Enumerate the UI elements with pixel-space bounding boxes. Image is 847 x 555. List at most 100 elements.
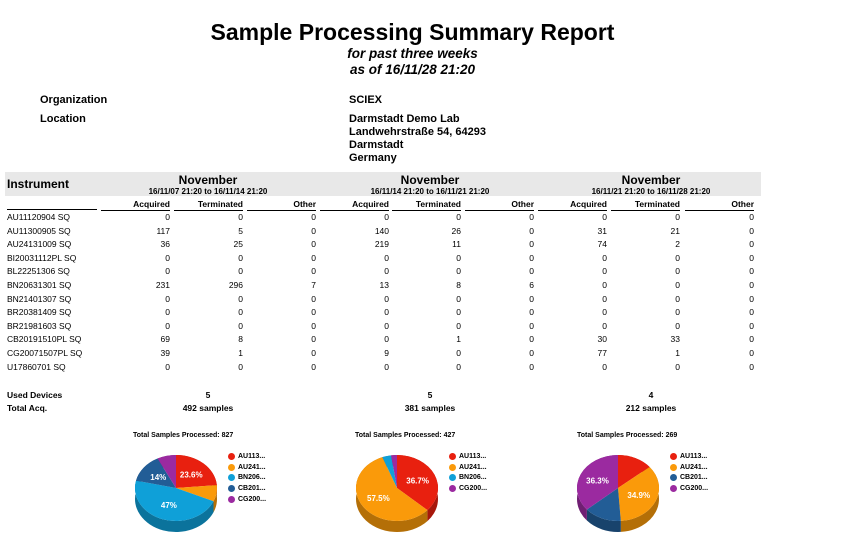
legend-swatch [670,484,677,492]
location-line: Darmstadt [349,139,404,151]
table-header-band [5,172,761,196]
table-cell: 0 [602,361,607,372]
table-cell: 36 [160,239,170,250]
legend-swatch [449,484,456,492]
pie-slice-side [356,457,428,532]
legend-item[interactable]: AU241... [228,462,266,473]
total-acq-value: 212 samples [625,403,677,413]
instrument-name: BI20031112PL SQ [7,252,77,263]
week-month: November [621,173,681,187]
legend-item[interactable]: CG200... [670,483,708,494]
legend-item[interactable]: AU113... [449,451,486,462]
legend-item[interactable]: CG200... [228,494,266,505]
pie-slice [618,455,650,488]
column-header: Terminated [611,199,680,211]
table-cell: 7 [311,280,316,290]
legend-item[interactable]: CG200... [449,483,487,494]
table-cell: 1 [675,348,680,358]
pie-slice [136,458,176,488]
table-cell: 296 [228,280,243,290]
table-cell: 1 [238,348,243,358]
instrument-name: CG20071507PL SQ [7,348,83,358]
table-cell: 0 [529,266,534,277]
location-line: Germany [349,152,397,164]
total-acq-value: 381 samples [404,403,456,413]
pie-slice-side [135,480,214,532]
week-range: 16/11/14 21:20 to 16/11/21 21:20 [370,187,490,196]
week-month: November [400,173,460,187]
table-cell: 0 [602,212,607,222]
pie-title: Total Samples Processed: 427 [355,432,456,439]
legend-item[interactable]: BN206... [228,472,266,483]
used-devices-value: 5 [427,390,433,400]
legend-item[interactable]: CB201... [670,472,708,483]
table-cell: 0 [749,348,754,358]
table-cell: 0 [675,320,680,331]
pie-slice-label: 36.7% [406,477,429,486]
legend-swatch [228,484,235,492]
table-cell: 26 [451,225,461,236]
table-cell: 0 [749,307,754,318]
legend-item[interactable]: BN206... [449,472,487,483]
legend-item[interactable]: AU241... [449,462,487,473]
table-cell: 31 [597,225,607,236]
legend-swatch [228,474,235,482]
table-cell: 0 [165,212,170,222]
pie-slice-label: 36.3% [586,476,609,485]
table-cell: 0 [749,225,754,236]
table-cell: 0 [311,212,316,222]
instrument-name: AU24131009 SQ [7,239,72,250]
table-cell: 0 [238,212,243,222]
legend-swatch [228,463,235,471]
location-line: Landwehrstraße 54, 64293 [349,126,486,138]
week-month: November [178,173,238,187]
table-cell: 33 [670,334,680,345]
table-cell: 231 [155,280,170,290]
table-cell: 0 [529,293,534,304]
legend-swatch [228,452,235,460]
table-cell: 0 [384,307,389,318]
legend-item[interactable]: AU113... [670,451,707,462]
pie-slice [176,455,217,488]
total-acq-value: 492 samples [182,403,234,413]
table-cell: 0 [238,252,243,263]
pie-slice [382,455,397,488]
pie-slice-label: 47% [161,501,177,510]
table-cell: 0 [311,361,316,372]
table-cell: 0 [384,266,389,277]
column-header: Other [247,199,316,211]
table-cell: 0 [311,239,316,250]
legend-swatch [449,452,456,460]
legend-label: CG200... [238,495,267,503]
column-header: Terminated [174,199,243,211]
table-cell: 0 [529,361,534,372]
report-date: as of 16/11/28 21:20 [349,62,476,77]
week-header: November 16/11/07 21:20 to 16/11/14 21:20 [98,173,318,196]
legend-item[interactable]: AU113... [228,451,265,462]
legend-label: AU241... [680,463,708,471]
table-cell: 0 [602,320,607,331]
pie-slice [356,457,428,521]
legend-swatch [670,474,677,482]
column-header: Terminated [392,199,461,211]
table-cell: 0 [238,293,243,304]
table-cell: 0 [311,266,316,277]
legend-item[interactable]: AU241... [670,462,708,473]
table-cell: 0 [749,361,754,372]
total-acq-label: Total Acq. [7,403,48,413]
used-devices-value: 4 [648,390,654,400]
table-cell: 0 [311,293,316,304]
table-cell: 0 [529,225,534,236]
pie-slice-side [586,509,621,532]
legend-swatch [449,474,456,482]
table-cell: 0 [311,348,316,358]
table-cell: 0 [456,252,461,263]
table-cell: 0 [675,280,680,290]
location-line: Darmstadt Demo Lab [349,113,460,125]
legend-item[interactable]: CB201... [228,483,266,494]
table-cell: 0 [165,293,170,304]
table-cell: 0 [238,307,243,318]
column-header: Acquired [538,199,607,211]
pie-chart: 36.7% 57.5% [356,455,438,532]
instrument-name: BR20381409 SQ [7,307,72,318]
